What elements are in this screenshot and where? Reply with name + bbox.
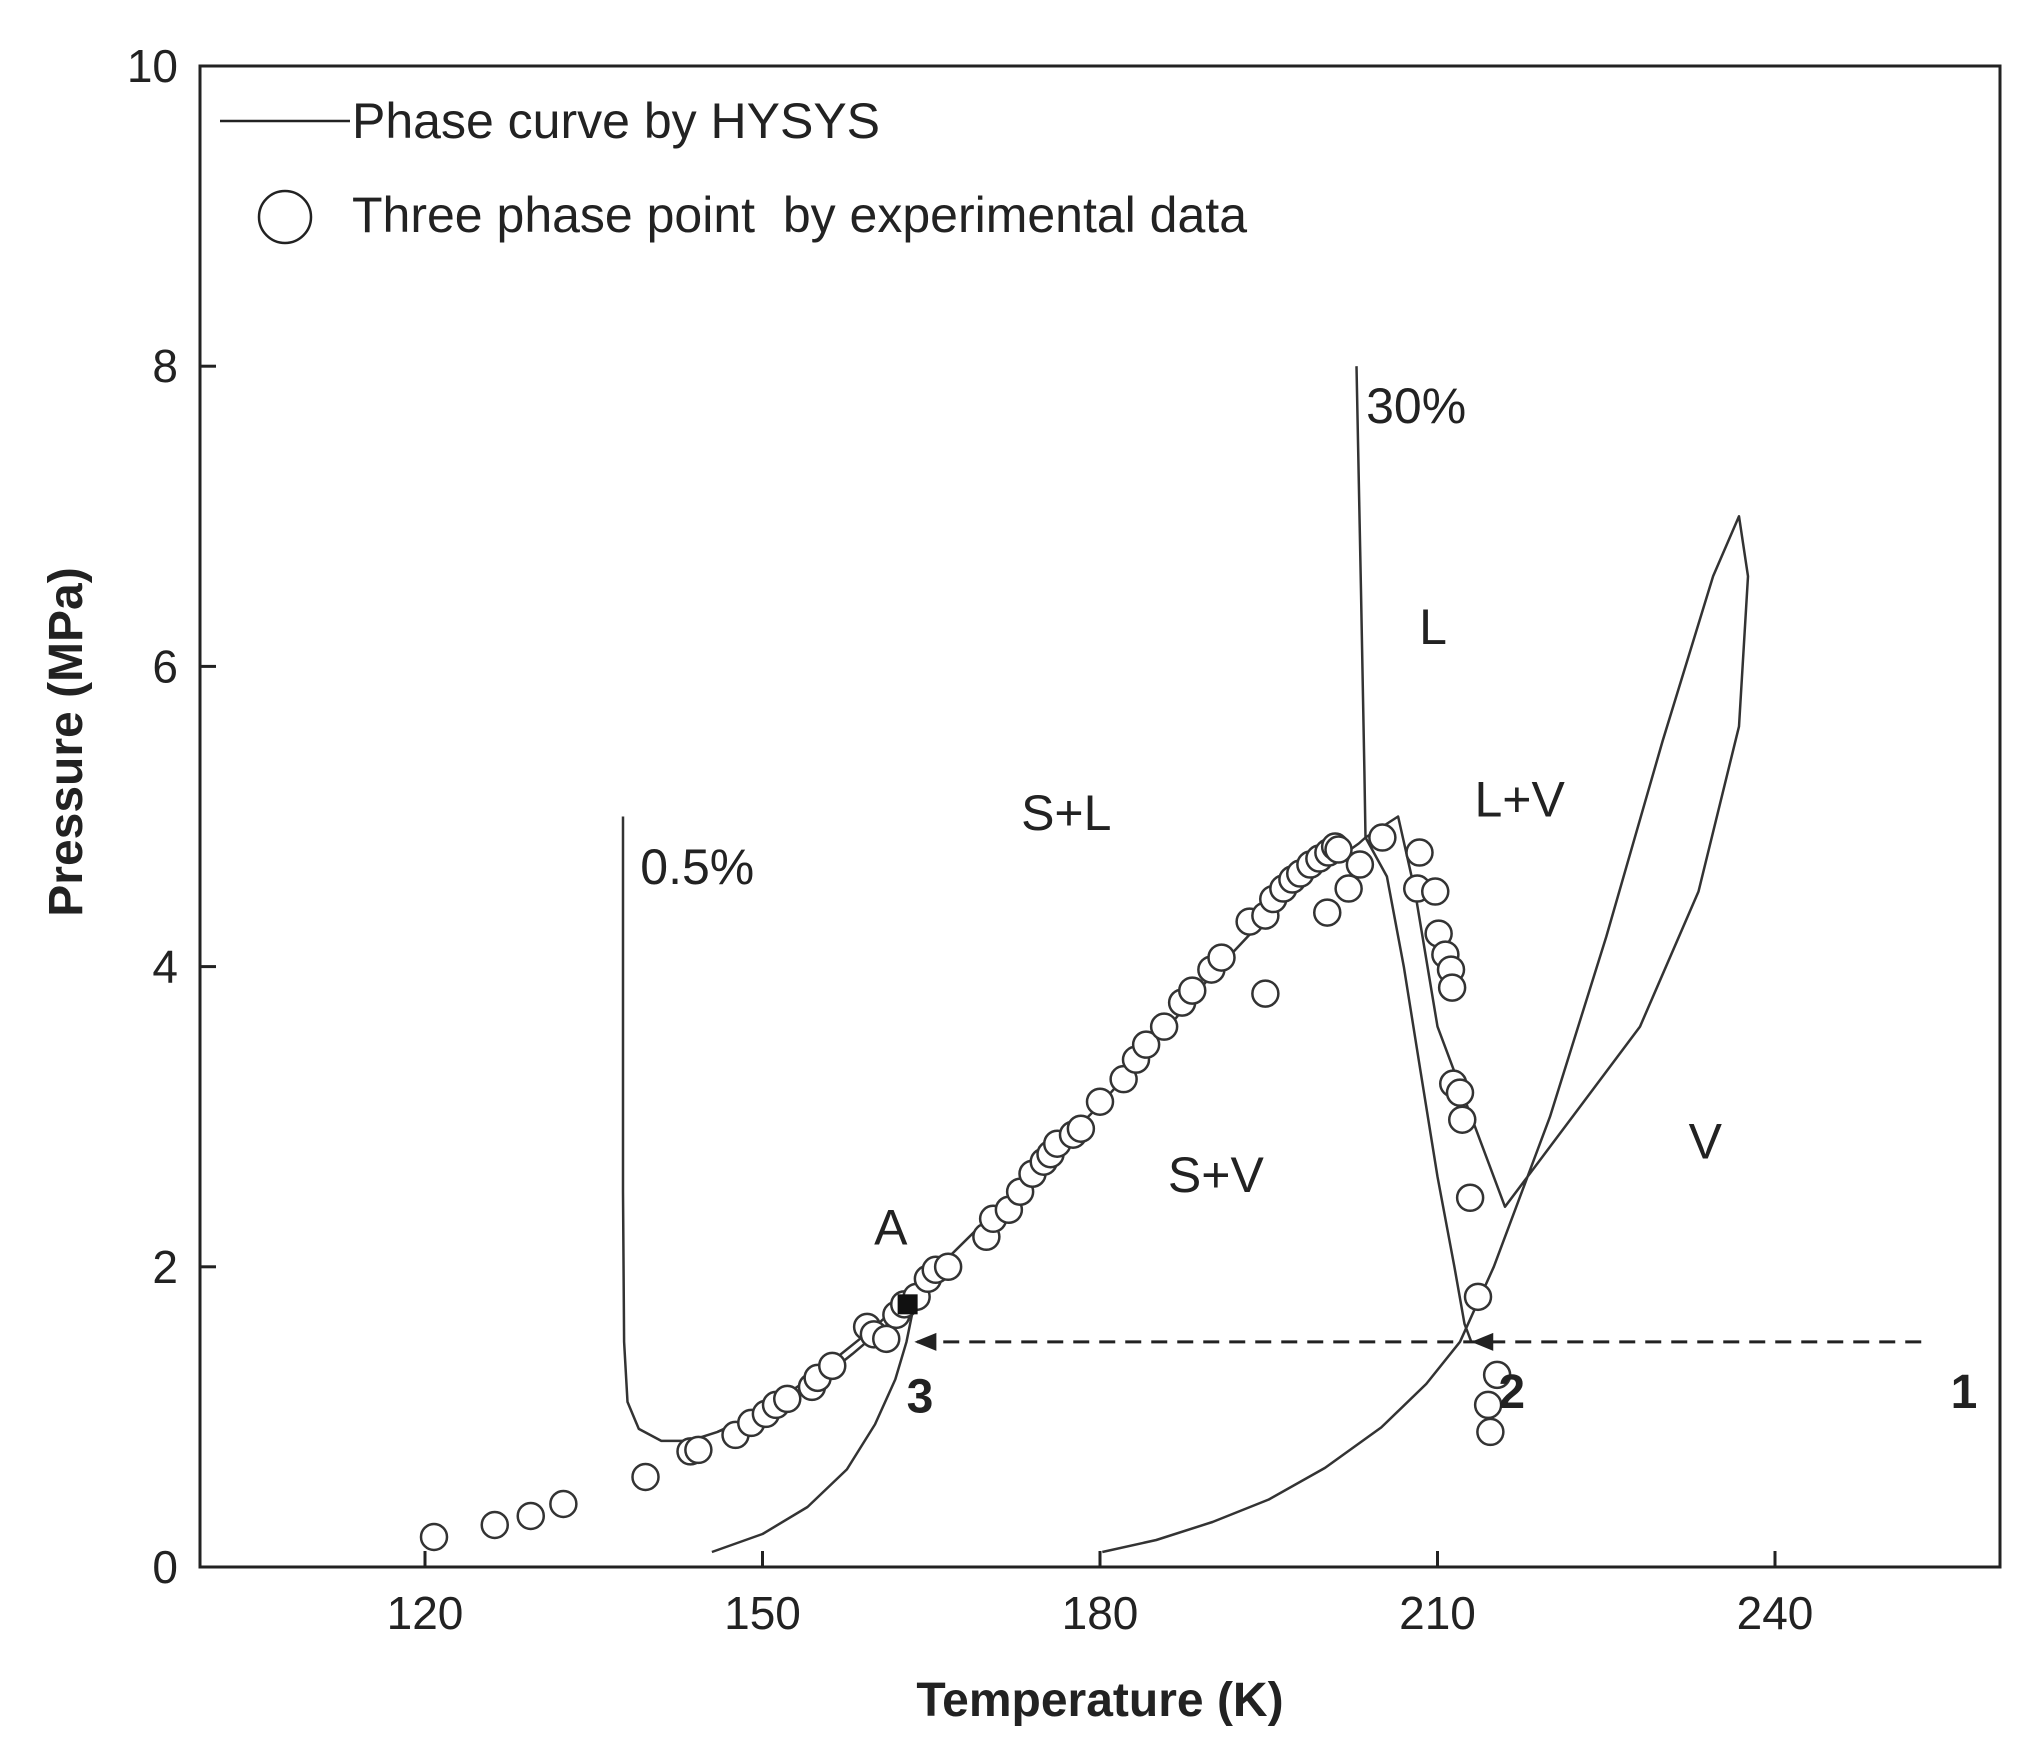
state-label: 2 bbox=[1498, 1366, 1525, 1419]
experimental-point bbox=[419, 1522, 449, 1552]
region-label: L bbox=[1419, 599, 1447, 655]
marked-point-a bbox=[897, 1294, 918, 1315]
process-arrow-head bbox=[1471, 1332, 1494, 1351]
x-tick-label: 210 bbox=[1399, 1587, 1476, 1639]
experimental-point bbox=[1085, 1087, 1115, 1116]
y-tick-label: 0 bbox=[152, 1541, 178, 1593]
experimental-point bbox=[480, 1510, 509, 1540]
region-label: S+V bbox=[1168, 1147, 1265, 1203]
experimental-point bbox=[1482, 1360, 1512, 1390]
y-tick-label: 10 bbox=[127, 40, 178, 92]
experimental-point bbox=[1445, 1078, 1475, 1107]
phase-curves bbox=[621, 366, 1750, 1554]
experimental-point bbox=[549, 1489, 578, 1519]
experimental-point bbox=[1131, 1030, 1161, 1059]
experimental-point bbox=[684, 1435, 713, 1465]
experimental-point bbox=[1251, 979, 1280, 1008]
phase-curve-line bbox=[1364, 836, 1473, 1343]
experimental-point bbox=[631, 1462, 660, 1492]
region-label: L+V bbox=[1474, 772, 1565, 828]
region-label: 30% bbox=[1366, 378, 1466, 434]
experimental-point bbox=[1313, 898, 1342, 927]
x-tick-label: 180 bbox=[1062, 1587, 1139, 1639]
y-tick-label: 2 bbox=[152, 1241, 178, 1293]
experimental-point bbox=[1207, 943, 1236, 972]
x-tick-label: 150 bbox=[724, 1587, 801, 1639]
legend-circle-label: Three phase point by experimental data bbox=[352, 187, 1247, 243]
experimental-point bbox=[773, 1384, 802, 1414]
y-tick-label: 8 bbox=[152, 340, 178, 392]
y-tick-label: 4 bbox=[152, 941, 178, 993]
process-path bbox=[914, 1332, 1922, 1351]
axis-ticks: 120 150 180 210 240 0 2 4 6 8 10 bbox=[127, 40, 1814, 1639]
experimental-point bbox=[1178, 976, 1207, 1005]
experimental-point bbox=[1473, 1390, 1503, 1420]
region-label: A bbox=[874, 1199, 908, 1255]
experimental-point bbox=[1324, 835, 1353, 864]
experimental-point bbox=[1448, 1105, 1477, 1134]
experimental-point bbox=[1476, 1417, 1505, 1447]
experimental-point bbox=[516, 1501, 545, 1531]
legend-line-label: Phase curve by HYSYS bbox=[352, 93, 880, 149]
phase-curve-line bbox=[621, 816, 916, 1443]
experimental-point bbox=[1455, 1183, 1485, 1213]
experimental-point bbox=[1405, 838, 1434, 867]
experimental-point bbox=[818, 1351, 847, 1381]
x-tick-label: 240 bbox=[1737, 1587, 1814, 1639]
experimental-point bbox=[933, 1252, 963, 1282]
experimental-point bbox=[1149, 1012, 1179, 1041]
process-arrow-head bbox=[914, 1332, 937, 1351]
region-label: S+L bbox=[1021, 785, 1111, 841]
region-label: V bbox=[1689, 1114, 1723, 1170]
x-tick-label: 120 bbox=[387, 1587, 464, 1639]
phase-curve-line bbox=[1355, 366, 1367, 838]
legend-circle-marker bbox=[257, 189, 313, 245]
phase-curve-line bbox=[711, 1302, 916, 1554]
experimental-point bbox=[1345, 850, 1375, 879]
experimental-point bbox=[1437, 973, 1467, 1002]
y-tick-label: 6 bbox=[152, 640, 178, 692]
state-label: 3 bbox=[907, 1370, 934, 1423]
experimental-point bbox=[1421, 877, 1450, 906]
experimental-point bbox=[1334, 874, 1363, 903]
x-axis-title: Temperature (K) bbox=[916, 1674, 1283, 1727]
experimental-point bbox=[872, 1324, 901, 1354]
phase-curve-line bbox=[1102, 515, 1750, 1554]
annotations: 0.5% 30% L L+V S+L S+V V A 3 2 1 bbox=[640, 378, 1977, 1423]
state-label: 1 bbox=[1951, 1366, 1978, 1419]
experimental-point bbox=[1066, 1114, 1096, 1143]
experimental-point bbox=[1368, 823, 1397, 852]
experimental-points bbox=[419, 823, 1512, 1552]
legend: Phase curve by HYSYS Three phase point b… bbox=[220, 93, 1247, 245]
experimental-point bbox=[1463, 1282, 1493, 1312]
y-axis-title: Pressure (MPa) bbox=[40, 567, 93, 916]
region-label: 0.5% bbox=[640, 839, 754, 895]
